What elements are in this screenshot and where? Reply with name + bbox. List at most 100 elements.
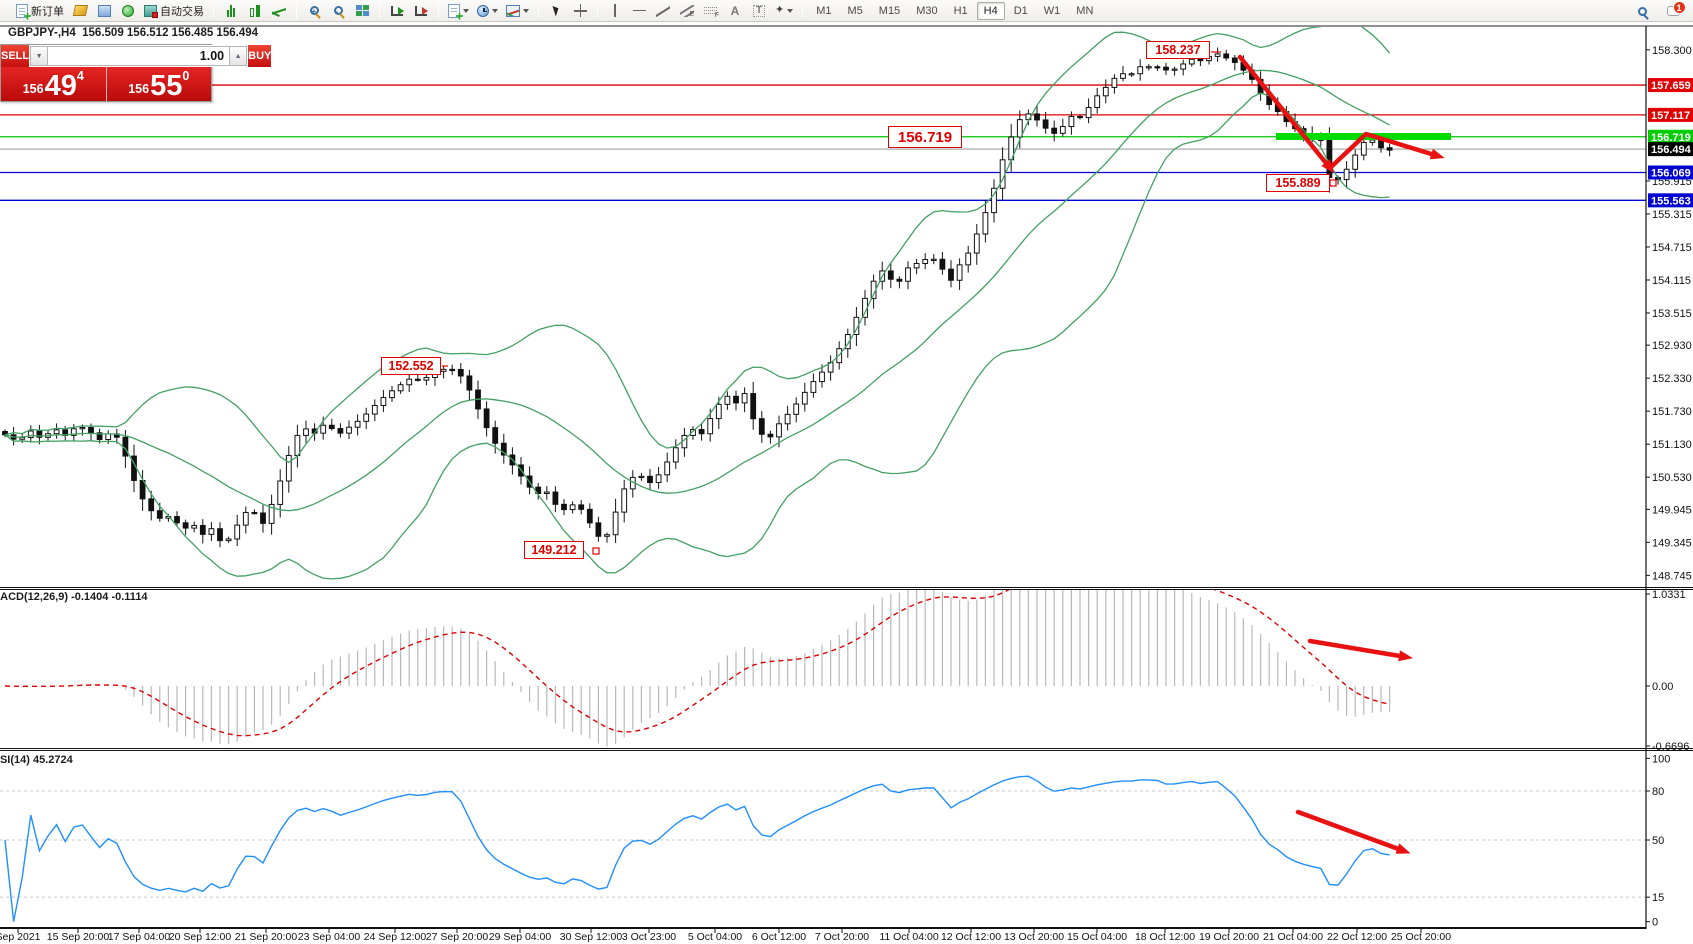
new-order-label: 新订单 xyxy=(31,5,64,18)
tile-windows-icon xyxy=(355,5,369,16)
candle-body xyxy=(268,503,275,524)
candle-body xyxy=(277,480,284,505)
price-axis-tick-label: 158.300 xyxy=(1652,45,1692,57)
candle-body xyxy=(595,522,602,537)
buy-button[interactable]: BUY xyxy=(248,45,272,67)
trend-arrow-annotation[interactable] xyxy=(1327,131,1445,171)
trend-arrow-annotation[interactable] xyxy=(1295,809,1411,854)
channel-tool-button[interactable]: E xyxy=(676,1,698,21)
auto-trading-button[interactable]: 自动交易 xyxy=(141,1,207,21)
notifications-button[interactable]: 1 xyxy=(1662,1,1686,21)
auto-scroll-icon xyxy=(390,5,404,17)
candle-body xyxy=(810,381,817,393)
signals-button[interactable] xyxy=(117,1,139,21)
templates-button[interactable] xyxy=(503,1,532,21)
arrows-tool-button[interactable]: ✦ xyxy=(772,1,796,21)
toolbar-separator xyxy=(213,3,214,18)
price-axis-tick-label: 152.330 xyxy=(1652,373,1692,385)
candle-body xyxy=(148,498,155,512)
sell-price[interactable]: 156 49 4 xyxy=(1,67,107,101)
trendline-tool-button[interactable] xyxy=(652,1,674,21)
candle-body xyxy=(1326,139,1333,179)
indicators-button[interactable] xyxy=(445,1,472,21)
data-window-button[interactable] xyxy=(93,1,115,21)
candle-body xyxy=(956,264,963,281)
price-axis-tick-label: 152.930 xyxy=(1652,340,1692,352)
search-button[interactable] xyxy=(1631,1,1653,21)
timeframe-button-M1[interactable]: M1 xyxy=(816,4,832,17)
price-axis-tick-label: 0 xyxy=(1652,917,1658,929)
zoom-in-button[interactable]: + xyxy=(303,1,325,21)
timeframe-button-M30[interactable]: M30 xyxy=(916,4,938,17)
timeframe-button-H4[interactable]: H4 xyxy=(976,1,1005,20)
price-axis-tick-label: 155.315 xyxy=(1652,209,1692,221)
cursor-icon xyxy=(551,4,561,17)
auto-scroll-button[interactable] xyxy=(386,1,408,21)
candle-body xyxy=(337,428,344,434)
chevron-down-icon xyxy=(492,8,498,13)
timeframe-button-MN[interactable]: MN xyxy=(1076,4,1094,17)
candle-body xyxy=(208,528,215,535)
bar-chart-button[interactable] xyxy=(220,1,242,21)
toolbar-separator xyxy=(597,3,598,18)
line-chart-button[interactable] xyxy=(268,1,290,21)
text-label-tool-button[interactable]: T xyxy=(748,1,770,21)
candle-body xyxy=(1180,63,1187,70)
price-axis-tick-label: 151.730 xyxy=(1652,406,1692,418)
price-line-badge xyxy=(1648,165,1693,180)
timeframe-button-H1[interactable]: H1 xyxy=(953,4,968,17)
candle-body xyxy=(397,384,404,392)
zoom-in-icon: + xyxy=(309,6,321,19)
timeframe-button-W1[interactable]: W1 xyxy=(1043,4,1061,17)
candlestick-chart-button[interactable] xyxy=(244,1,266,21)
candle-body xyxy=(982,212,989,235)
candle-body xyxy=(819,371,825,383)
candle-body xyxy=(1051,127,1058,134)
candle-body xyxy=(371,404,378,415)
vertical-line-tool-button[interactable] xyxy=(604,1,626,21)
candle-body xyxy=(1077,115,1083,119)
text-tool-button[interactable]: A xyxy=(724,1,746,21)
toolbar-separator xyxy=(538,3,539,18)
candle-body xyxy=(389,390,395,399)
candle-body xyxy=(1171,68,1178,71)
periods-button[interactable] xyxy=(474,1,501,21)
horizontal-line-tool-button[interactable] xyxy=(628,1,650,21)
volume-input[interactable] xyxy=(48,46,230,66)
candle-body xyxy=(242,511,249,526)
arrows-icon: ✦ xyxy=(775,4,785,16)
timeframe-button-M5[interactable]: M5 xyxy=(847,4,863,17)
new-order-button[interactable]: 新订单 xyxy=(13,1,67,21)
volume-up-button[interactable]: ▲ xyxy=(229,46,248,66)
volume-down-button[interactable]: ▼ xyxy=(30,46,49,66)
candle-body xyxy=(96,432,103,441)
auto-trading-label: 自动交易 xyxy=(160,5,204,18)
price-axis-tick-label: 154.115 xyxy=(1652,275,1691,287)
market-watch-button[interactable] xyxy=(69,1,91,21)
candle-body xyxy=(346,426,352,434)
candle-body xyxy=(27,430,34,439)
candle-body xyxy=(672,447,679,463)
line-chart-icon xyxy=(272,5,286,17)
trend-arrow-annotation[interactable] xyxy=(1307,638,1413,662)
buy-price[interactable]: 156 55 0 xyxy=(107,67,212,101)
price-line-badge xyxy=(1648,107,1693,122)
crosshair-tool-button[interactable] xyxy=(569,1,591,21)
candle-body xyxy=(948,268,954,281)
sell-button[interactable]: SELL xyxy=(1,45,30,67)
zoom-out-button[interactable]: - xyxy=(327,1,349,21)
candle-body xyxy=(174,516,180,524)
candle-body xyxy=(251,511,258,515)
timeframe-button-M15[interactable]: M15 xyxy=(878,4,901,17)
price-line-badge-label: 157.117 xyxy=(1651,110,1690,122)
cursor-tool-button[interactable] xyxy=(545,1,567,21)
fibonacci-tool-button[interactable]: F xyxy=(700,1,722,21)
price-line-badge xyxy=(1648,142,1693,157)
tile-windows-button[interactable] xyxy=(351,1,373,21)
candle-body xyxy=(53,429,60,435)
text-label-icon: T xyxy=(752,4,766,17)
chart-shift-button[interactable] xyxy=(410,1,432,21)
timeframe-button-D1[interactable]: D1 xyxy=(1013,4,1028,17)
